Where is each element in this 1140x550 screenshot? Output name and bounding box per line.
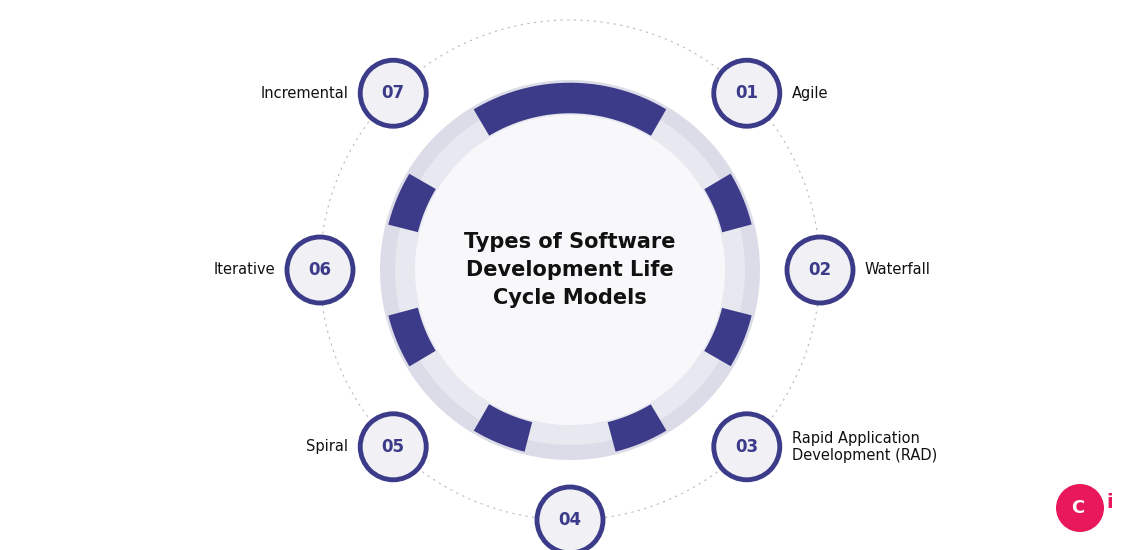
Circle shape bbox=[394, 95, 746, 445]
Text: 01: 01 bbox=[735, 84, 758, 102]
Circle shape bbox=[386, 443, 397, 453]
Circle shape bbox=[360, 414, 426, 480]
Text: i: i bbox=[1107, 493, 1114, 513]
Circle shape bbox=[380, 80, 760, 460]
Circle shape bbox=[386, 87, 397, 97]
Circle shape bbox=[314, 265, 323, 275]
Text: 05: 05 bbox=[382, 438, 405, 456]
Text: 07: 07 bbox=[382, 84, 405, 102]
Text: C: C bbox=[1072, 499, 1084, 517]
Text: Incremental: Incremental bbox=[260, 86, 348, 101]
Text: 02: 02 bbox=[808, 261, 831, 279]
Circle shape bbox=[714, 414, 780, 480]
Circle shape bbox=[743, 443, 754, 453]
Circle shape bbox=[287, 237, 353, 303]
Text: Rapid Application
Development (RAD): Rapid Application Development (RAD) bbox=[792, 431, 937, 463]
Text: Iterative: Iterative bbox=[213, 262, 275, 278]
Circle shape bbox=[537, 487, 603, 550]
Circle shape bbox=[817, 265, 826, 275]
Circle shape bbox=[714, 60, 780, 126]
Text: Spiral: Spiral bbox=[307, 439, 348, 454]
Text: 04: 04 bbox=[559, 511, 581, 529]
Text: Types of Software
Development Life
Cycle Models: Types of Software Development Life Cycle… bbox=[464, 232, 676, 308]
Circle shape bbox=[565, 517, 575, 527]
Text: 03: 03 bbox=[735, 438, 758, 456]
Text: Agile: Agile bbox=[792, 86, 829, 101]
Text: Waterfall: Waterfall bbox=[865, 262, 931, 278]
Circle shape bbox=[743, 87, 754, 97]
Circle shape bbox=[787, 237, 853, 303]
Circle shape bbox=[360, 60, 426, 126]
Text: 06: 06 bbox=[309, 261, 332, 279]
Circle shape bbox=[1056, 484, 1104, 532]
Circle shape bbox=[415, 115, 725, 425]
